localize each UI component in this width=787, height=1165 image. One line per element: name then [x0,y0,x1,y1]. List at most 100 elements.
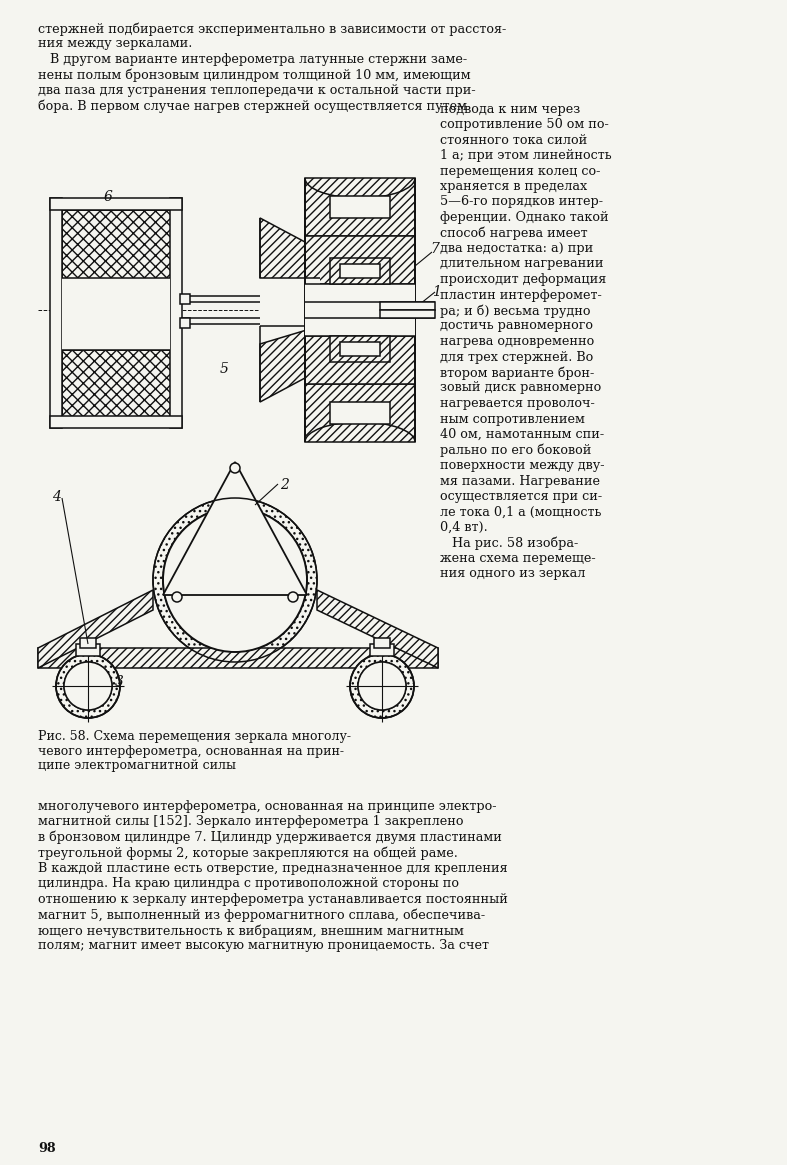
Circle shape [64,662,112,709]
Bar [330,402,390,424]
Wedge shape [350,654,414,718]
Bar [305,178,415,236]
Text: ния между зеркалами.: ния между зеркалами. [38,37,192,50]
Text: ра; и б) весьма трудно: ра; и б) весьма трудно [440,304,590,318]
Wedge shape [56,654,120,718]
Text: 4: 4 [52,490,61,504]
Text: В другом варианте интерферометра латунные стержни заме-: В другом варианте интерферометра латунны… [38,52,467,66]
Text: 5—6-го порядков интер-: 5—6-го порядков интер- [440,196,603,209]
Polygon shape [163,463,307,595]
Bar [305,284,415,336]
Text: полям; магнит имеет высокую магнитную проницаемость. За счет: полям; магнит имеет высокую магнитную пр… [38,939,489,953]
Bar [80,638,96,648]
Text: На рис. 58 изобра-: На рис. 58 изобра- [440,537,578,550]
Text: 6: 6 [104,190,113,204]
Text: отношению к зеркалу интерферометра устанавливается постоянный: отношению к зеркалу интерферометра устан… [38,894,508,906]
Text: цилиндра. На краю цилиндра с противоположной стороны по: цилиндра. На краю цилиндра с противополо… [38,877,459,890]
Bar [330,336,390,362]
Text: в бронзовом цилиндре 7. Цилиндр удерживается двумя пластинами: в бронзовом цилиндре 7. Цилиндр удержива… [38,831,502,845]
Text: магнитной силы [152]. Зеркало интерферометра 1 закреплено: магнитной силы [152]. Зеркало интерфером… [38,816,464,828]
Text: подвода к ним через: подвода к ним через [440,103,580,115]
Bar [182,318,305,324]
Text: чевого интерферометра, основанная на прин-: чевого интерферометра, основанная на при… [38,744,344,757]
Text: зовый диск равномерно: зовый диск равномерно [440,381,601,395]
Text: 7: 7 [430,242,439,256]
Bar [340,264,380,278]
Bar [62,350,170,418]
Text: многолучевого интерферометра, основанная на принципе электро-: многолучевого интерферометра, основанная… [38,800,497,813]
Bar [330,196,390,218]
Text: ющего нечувствительность к вибрациям, внешним магнитным: ющего нечувствительность к вибрациям, вн… [38,924,464,938]
Text: для трех стержней. Во: для трех стержней. Во [440,351,593,363]
Text: ципе электромагнитной силы: ципе электромагнитной силы [38,760,236,772]
Bar [374,638,390,648]
Wedge shape [153,497,317,662]
Text: 2: 2 [280,478,289,492]
Text: ным сопротивлением: ным сопротивлением [440,412,585,425]
Text: два паза для устранения теплопередачи к остальной части при-: два паза для устранения теплопередачи к … [38,84,475,97]
Bar [370,644,394,656]
Bar [62,278,170,350]
Bar [305,236,415,284]
Text: достичь равномерного: достичь равномерного [440,319,593,332]
Polygon shape [260,218,320,296]
Text: нены полым бронзовым цилиндром толщиной 10 мм, имеющим: нены полым бронзовым цилиндром толщиной … [38,69,471,82]
Text: стоянного тока силой: стоянного тока силой [440,134,587,147]
Text: 1: 1 [432,285,441,299]
Text: осуществляется при си-: осуществляется при си- [440,490,602,503]
Text: сопротивление 50 ом по-: сопротивление 50 ом по- [440,118,609,130]
Bar [380,302,435,310]
Bar [50,198,182,210]
Text: мя пазами. Нагревание: мя пазами. Нагревание [440,474,600,487]
Bar [180,318,190,329]
Text: стержней подбирается экспериментально в зависимости от расстоя-: стержней подбирается экспериментально в … [38,22,506,35]
Circle shape [358,662,406,709]
Bar [76,644,100,656]
Bar [182,296,305,302]
Bar [62,210,170,278]
Polygon shape [260,326,320,402]
Text: рально по его боковой: рально по его боковой [440,444,591,457]
Text: 5: 5 [220,362,229,376]
Text: ференции. Однако такой: ференции. Однако такой [440,211,608,224]
Text: втором варианте брон-: втором варианте брон- [440,366,594,380]
Text: пластин интерферомет-: пластин интерферомет- [440,289,602,302]
Circle shape [288,592,298,602]
Polygon shape [38,589,153,668]
Text: нагревается проволоч-: нагревается проволоч- [440,397,595,410]
Circle shape [163,508,307,652]
Text: длительном нагревании: длительном нагревании [440,257,604,270]
Bar [330,257,390,284]
Text: 1 а; при этом линейность: 1 а; при этом линейность [440,149,611,162]
Text: 0,4 вт).: 0,4 вт). [440,521,488,534]
Bar [305,336,415,384]
Text: поверхности между дву-: поверхности между дву- [440,459,604,472]
Text: 40 ом, намотанным спи-: 40 ом, намотанным спи- [440,428,604,442]
Polygon shape [317,589,438,668]
Bar [50,198,62,428]
Text: происходит деформация: происходит деформация [440,273,606,285]
Circle shape [172,592,182,602]
Text: нагрева одновременно: нагрева одновременно [440,336,594,348]
Text: храняется в пределах: храняется в пределах [440,181,587,193]
Text: два недостатка: а) при: два недостатка: а) при [440,242,593,255]
Text: перемещения колец со-: перемещения колец со- [440,164,600,177]
Bar [380,310,435,318]
Bar [180,294,190,304]
Bar [170,198,182,428]
Text: Рис. 58. Схема перемещения зеркала многолу-: Рис. 58. Схема перемещения зеркала много… [38,730,351,743]
Bar [340,343,380,356]
Text: 98: 98 [38,1142,56,1155]
Text: бора. В первом случае нагрев стержней осуществляется путем: бора. В первом случае нагрев стержней ос… [38,99,467,113]
Text: ле тока 0,1 а (мощность: ле тока 0,1 а (мощность [440,506,601,518]
Bar [305,384,415,442]
Text: 3: 3 [115,675,124,689]
Text: треугольной формы 2, которые закрепляются на общей раме.: треугольной формы 2, которые закрепляютс… [38,847,458,860]
Text: ния одного из зеркал: ния одного из зеркал [440,567,586,580]
Bar [50,416,182,428]
Bar [260,278,320,326]
Circle shape [230,463,240,473]
Text: жена схема перемеще-: жена схема перемеще- [440,552,596,565]
Text: способ нагрева имеет: способ нагрева имеет [440,226,588,240]
Bar [38,648,438,668]
